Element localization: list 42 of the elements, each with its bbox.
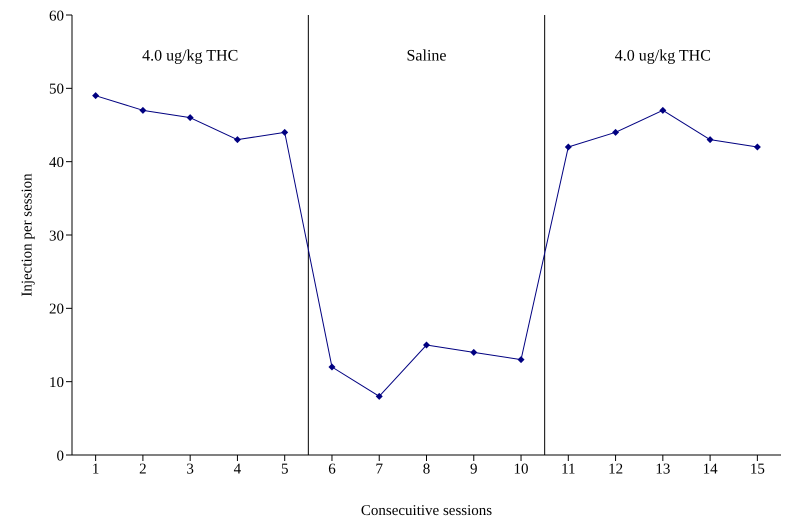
- annotation: Saline: [406, 47, 446, 64]
- point: [139, 106, 146, 114]
- x-tick-label: 4: [234, 462, 242, 478]
- x-tick-label: 13: [655, 462, 670, 478]
- y-tick-label: 10: [49, 374, 64, 391]
- x-tick-label: 7: [375, 462, 384, 478]
- y-tick-label: 30: [49, 228, 64, 244]
- point: [186, 114, 194, 122]
- x-tick-label: 8: [422, 462, 430, 478]
- point: [470, 348, 478, 356]
- point: [423, 342, 430, 348]
- y-tick-label: 60: [49, 8, 64, 24]
- point: [564, 144, 572, 150]
- x-tick-label: 3: [186, 462, 194, 478]
- x-tick-label: 11: [561, 462, 576, 478]
- point: [234, 136, 241, 144]
- point: [328, 364, 336, 370]
- annotation: 4.0 ug/kg THC: [614, 47, 711, 64]
- point: [612, 128, 620, 136]
- y-tick-label: 40: [49, 154, 64, 171]
- point: [754, 144, 761, 150]
- annotation: 4.0 ug/kg THC: [142, 47, 238, 64]
- x-axis-title: Consecuitive sessions: [360, 503, 492, 519]
- y-axis-title: Injection per session: [19, 172, 36, 297]
- x-tick-label: 6: [328, 462, 336, 478]
- x-tick-label: 15: [750, 462, 765, 478]
- x-tick-label: 9: [470, 462, 478, 478]
- point: [518, 356, 525, 364]
- x-tick-label: 10: [514, 462, 529, 478]
- point: [659, 106, 666, 114]
- x-tick-label: 12: [608, 462, 624, 478]
- point: [706, 136, 714, 144]
- y-tick-label: 20: [49, 302, 64, 318]
- point: [376, 392, 383, 400]
- x-tick-label: 2: [139, 462, 147, 478]
- y-tick-label: 50: [49, 82, 64, 98]
- point: [281, 128, 288, 136]
- point: [92, 92, 100, 100]
- x-tick-label: 14: [702, 462, 718, 478]
- x-tick-label: 1: [92, 462, 100, 478]
- x-tick-label: 5: [280, 462, 288, 478]
- y-tick-label: 0: [56, 448, 64, 464]
